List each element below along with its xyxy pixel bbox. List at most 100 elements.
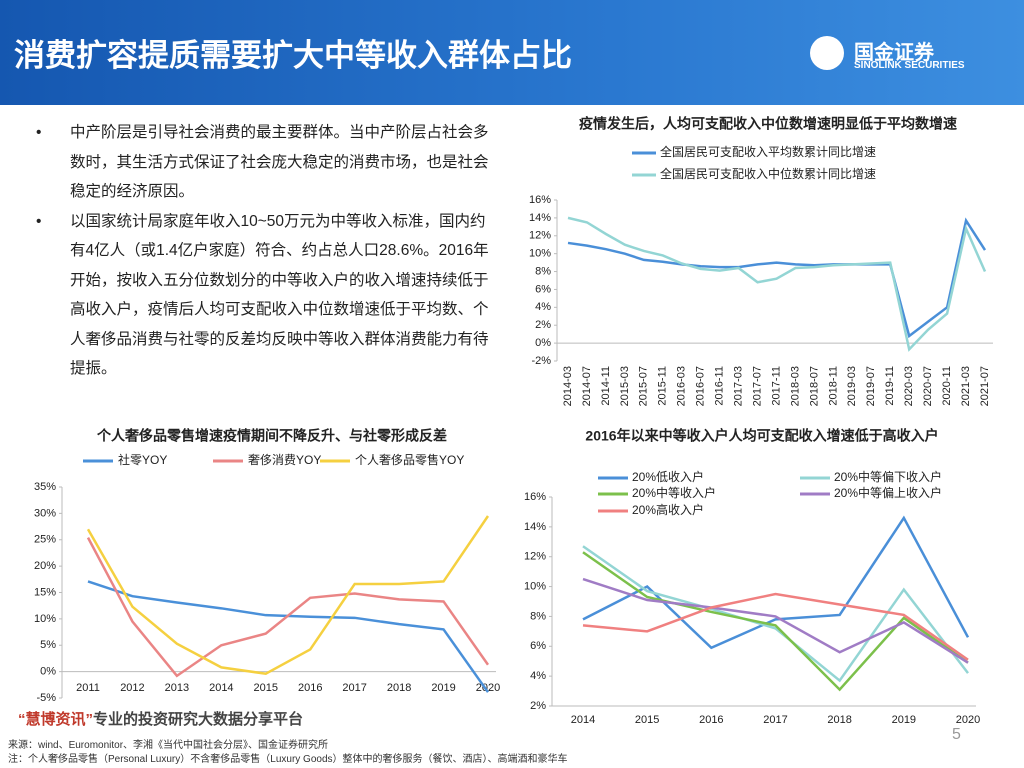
legend-label: 全国居民可支配收入平均数累计同比增速 — [660, 144, 876, 159]
bullets: 中产阶层是引导社会消费的最主要群体。当中产阶层占社会多数时，其生活方式保证了社会… — [30, 118, 500, 384]
x-tick-label: 2018-07 — [808, 366, 820, 406]
logo-name: 国金证券 — [854, 42, 934, 64]
series-line — [582, 515, 970, 650]
legend-label: 社零YOY — [118, 452, 167, 467]
bullet: 以国家统计局家庭年收入10~50万元为中等收入标准，国内约有4亿人（或1.4亿户… — [30, 207, 500, 384]
x-tick-label: 2018 — [827, 714, 851, 726]
y-tick-label: 8% — [535, 265, 551, 277]
x-tick-label: 2014-11 — [600, 366, 612, 406]
legend-label: 20%中等偏上收入户 — [834, 485, 942, 500]
y-tick-label: 20% — [34, 560, 56, 572]
legend-label: 20%高收入户 — [632, 502, 704, 517]
x-tick-label: 2021-07 — [979, 366, 991, 406]
x-tick-label: 2011 — [76, 682, 100, 694]
x-tick-label: 2015-11 — [657, 366, 669, 406]
note: 注：个人奢侈品零售（Personal Luxury）不含奢侈品零售（Luxury… — [8, 754, 568, 765]
watermark-brand: “慧博资讯” — [18, 711, 94, 728]
y-tick-label: 10% — [529, 248, 551, 260]
x-tick-label: 2017-07 — [751, 366, 763, 406]
legend-label: 20%中等收入户 — [632, 485, 716, 500]
x-tick-label: 2020 — [956, 714, 980, 726]
watermark-slogan: 专业的投资研究大数据分享平台 — [93, 711, 304, 728]
page-number: 5 — [952, 726, 961, 743]
bullet: 中产阶层是引导社会消费的最主要群体。当中产阶层占社会多数时，其生活方式保证了社会… — [30, 118, 500, 207]
x-tick-label: 2014-03 — [562, 366, 574, 406]
x-tick-label: 2020-03 — [903, 366, 915, 406]
series-line — [86, 515, 490, 676]
x-tick-label: 2019-11 — [884, 366, 896, 406]
x-tick-label: 2015 — [254, 682, 278, 694]
chart-title: 2016年以来中等收入户人均可支配收入增速低于高收入户 — [585, 428, 938, 444]
x-tick-label: 2018 — [387, 682, 411, 694]
x-tick-label: 2019 — [892, 714, 916, 726]
y-tick-label: 25% — [34, 534, 56, 546]
y-tick-label: 2% — [535, 319, 551, 331]
series-line — [582, 551, 969, 692]
y-tick-label: 10% — [524, 580, 546, 592]
y-tick-label: 10% — [34, 613, 56, 625]
x-tick-label: 2013 — [165, 682, 189, 694]
legend-label: 全国居民可支配收入中位数累计同比增速 — [660, 166, 876, 181]
y-tick-label: 0% — [535, 337, 551, 349]
y-tick-label: 8% — [530, 610, 546, 622]
series-line — [582, 577, 969, 664]
chart-title: 个人奢侈品零售增速疫情期间不降反升、与社零形成反差 — [96, 428, 447, 444]
y-tick-label: 2% — [530, 700, 546, 712]
y-tick-label: 6% — [530, 640, 546, 652]
x-tick-label: 2015-03 — [619, 366, 631, 406]
x-tick-label: 2016-07 — [695, 366, 707, 406]
series-line — [567, 217, 987, 339]
header-band — [0, 0, 1024, 105]
y-tick-label: 4% — [535, 301, 551, 313]
x-tick-label: 2014 — [209, 682, 233, 694]
logo-sub: SINOLINK SECURITIES — [854, 60, 965, 71]
x-tick-label: 2016-03 — [676, 366, 688, 406]
y-tick-label: 14% — [529, 212, 551, 224]
x-tick-label: 2019-07 — [865, 366, 877, 406]
x-tick-label: 2014 — [571, 714, 595, 726]
x-tick-label: 2016 — [699, 714, 723, 726]
x-tick-label: 2015-07 — [638, 366, 650, 406]
x-tick-label: 2012 — [120, 682, 144, 694]
logo-mark — [810, 36, 844, 70]
y-tick-label: -5% — [36, 692, 56, 704]
y-tick-label: 16% — [529, 194, 551, 206]
x-tick-label: 2018-03 — [789, 366, 801, 406]
x-tick-label: 2017 — [342, 682, 366, 694]
legend-label: 奢侈消费YOY — [248, 453, 321, 467]
x-tick-label: 2019-03 — [846, 366, 858, 406]
y-tick-label: 5% — [40, 639, 56, 651]
series-line — [582, 545, 969, 683]
y-tick-label: 0% — [40, 666, 56, 678]
chart-title: 疫情发生后，人均可支配收入中位数增速明显低于平均数增速 — [579, 116, 957, 132]
y-tick-label: 16% — [524, 491, 546, 503]
x-tick-label: 2016 — [298, 682, 322, 694]
watermark: “慧博资讯”专业的投资研究大数据分享平台 — [18, 708, 303, 729]
series-line — [86, 537, 490, 678]
legend-label: 20%低收入户 — [632, 469, 704, 484]
y-tick-label: 12% — [529, 230, 551, 242]
legend-label: 个人奢侈品零售YOY — [355, 452, 464, 467]
series-line — [87, 580, 490, 693]
x-tick-label: 2016-11 — [714, 366, 726, 406]
y-tick-label: -2% — [531, 355, 551, 367]
source: 来源：wind、Euromonitor、李湘《当代中国社会分层》、国金证券研究所 — [8, 740, 329, 751]
series-line — [582, 592, 969, 661]
x-tick-label: 2015 — [635, 714, 659, 726]
slide-title: 消费扩容提质需要扩大中等收入群体占比 — [14, 38, 572, 73]
y-tick-label: 15% — [34, 586, 56, 598]
legend-label: 20%中等偏下收入户 — [834, 469, 942, 484]
x-tick-label: 2017 — [763, 714, 787, 726]
series-line — [567, 216, 987, 352]
x-tick-label: 2020-11 — [941, 366, 953, 406]
x-tick-label: 2021-03 — [960, 366, 972, 406]
y-tick-label: 12% — [524, 551, 546, 563]
y-tick-label: 4% — [530, 670, 546, 682]
y-tick-label: 6% — [535, 283, 551, 295]
x-tick-label: 2014-07 — [581, 366, 593, 406]
y-tick-label: 35% — [34, 481, 56, 493]
y-tick-label: 30% — [34, 507, 56, 519]
x-tick-label: 2018-11 — [827, 366, 839, 406]
